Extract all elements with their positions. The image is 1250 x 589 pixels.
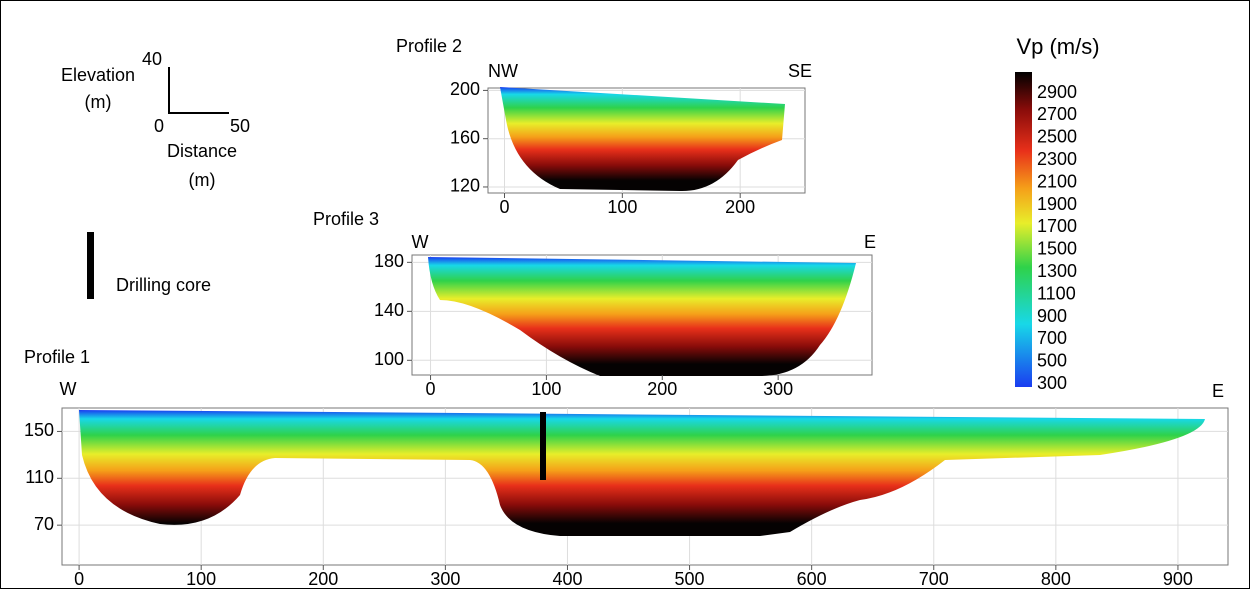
drilling-core-symbol bbox=[87, 232, 94, 299]
y-tick-label: 120 bbox=[450, 176, 480, 196]
x-tick-label: 0 bbox=[426, 379, 436, 399]
colorbar-label: 1500 bbox=[1037, 239, 1077, 259]
colorbar-label: 1900 bbox=[1037, 194, 1077, 214]
y-tick-label: 150 bbox=[24, 420, 54, 440]
x-tick-label: 0 bbox=[499, 197, 509, 217]
x-tick-label: 900 bbox=[1163, 569, 1193, 589]
profile-1-tomogram bbox=[79, 410, 1205, 536]
distance-unit: (m) bbox=[189, 170, 216, 190]
y-tick-label: 180 bbox=[374, 251, 404, 271]
colorbar-label: 1100 bbox=[1037, 283, 1076, 303]
plot-frame bbox=[61, 407, 1229, 566]
profile-3-tomogram bbox=[428, 257, 856, 376]
distance-label: Distance bbox=[167, 141, 237, 161]
x-tick-label: 0 bbox=[74, 569, 84, 589]
y-tick-label: 160 bbox=[450, 127, 480, 147]
direction-left: W bbox=[60, 379, 77, 399]
scale-horizontal-value: 50 bbox=[230, 116, 250, 136]
direction-left: W bbox=[412, 232, 429, 252]
x-tick-label: 200 bbox=[647, 379, 677, 399]
colorbar-label: 300 bbox=[1037, 373, 1067, 393]
y-tick-label: 200 bbox=[450, 79, 480, 99]
direction-right: E bbox=[864, 232, 876, 252]
colorbar-label: 1700 bbox=[1037, 216, 1077, 236]
y-tick-label: 140 bbox=[374, 300, 404, 320]
colorbar-title: Vp (m/s) bbox=[1016, 34, 1099, 59]
elevation-label: Elevation bbox=[61, 65, 135, 85]
x-tick-label: 400 bbox=[552, 569, 582, 589]
y-tick-label: 100 bbox=[374, 349, 404, 369]
colorbar bbox=[1015, 72, 1032, 387]
profile-2-tomogram bbox=[500, 87, 785, 192]
direction-right: SE bbox=[788, 61, 812, 81]
colorbar-label: 900 bbox=[1037, 306, 1067, 326]
direction-left: NW bbox=[488, 61, 518, 81]
colorbar-label: 2900 bbox=[1037, 82, 1077, 102]
elevation-unit: (m) bbox=[85, 92, 112, 112]
colorbar-label: 2100 bbox=[1037, 171, 1077, 191]
plot-frame bbox=[487, 87, 806, 194]
x-tick-label: 100 bbox=[531, 379, 561, 399]
x-tick-label: 500 bbox=[675, 569, 705, 589]
colorbar-label: 2300 bbox=[1037, 149, 1077, 169]
direction-right: E bbox=[1212, 381, 1224, 401]
profile-title: Profile 2 bbox=[396, 36, 462, 56]
profile-title: Profile 3 bbox=[313, 209, 379, 229]
x-tick-label: 300 bbox=[763, 379, 793, 399]
x-tick-label: 200 bbox=[725, 197, 755, 217]
scale-origin: 0 bbox=[154, 116, 164, 136]
y-tick-label: 110 bbox=[25, 467, 54, 487]
drilling-core bbox=[540, 412, 546, 480]
colorbar-label: 500 bbox=[1037, 351, 1067, 371]
profile-title: Profile 1 bbox=[24, 347, 90, 367]
x-tick-label: 100 bbox=[607, 197, 637, 217]
x-tick-label: 700 bbox=[919, 569, 949, 589]
legend-label: Drilling core bbox=[116, 275, 211, 295]
colorbar-label: 2500 bbox=[1037, 127, 1077, 147]
scale-bar bbox=[168, 67, 229, 114]
colorbar-label: 1300 bbox=[1037, 261, 1077, 281]
x-tick-label: 200 bbox=[308, 569, 338, 589]
x-tick-label: 300 bbox=[430, 569, 460, 589]
x-tick-label: 100 bbox=[186, 569, 216, 589]
y-tick-label: 70 bbox=[34, 514, 54, 534]
x-tick-label: 600 bbox=[797, 569, 827, 589]
colorbar-label: 700 bbox=[1037, 328, 1067, 348]
x-tick-label: 800 bbox=[1041, 569, 1071, 589]
colorbar-label: 2700 bbox=[1037, 104, 1077, 124]
scale-vertical-value: 40 bbox=[142, 49, 162, 69]
